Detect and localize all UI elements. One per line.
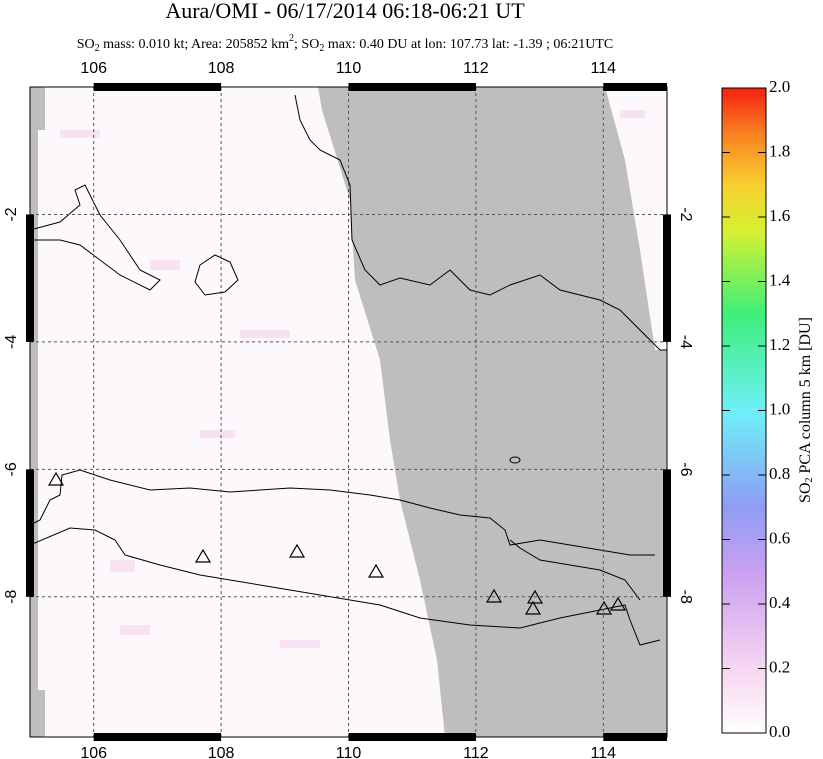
coastline: [509, 539, 641, 601]
x-tick-label: 112: [463, 60, 489, 77]
colorbar-tick-label: 1.8: [769, 141, 790, 160]
frame-bar: [26, 469, 34, 597]
text-part: max: 0.40 DU at lon: 107.73 lat: -1.39 ;…: [324, 37, 613, 52]
coastline: [294, 94, 667, 351]
y-tick-label: -6: [3, 462, 20, 476]
text-part: 2: [289, 33, 294, 44]
coastline: [30, 527, 661, 646]
y-tick-label: -6: [677, 462, 694, 476]
noise: [60, 110, 645, 648]
frame-bar: [26, 214, 34, 342]
colorbar-tick-label: 2.0: [769, 77, 790, 96]
text-part: PCA column 5 km [DU]: [797, 317, 814, 477]
text-part: 2: [95, 43, 100, 54]
frame-bar: [603, 83, 667, 91]
grid: [30, 87, 667, 737]
text-part: 2: [319, 43, 324, 54]
y-tick-label: -2: [3, 207, 20, 221]
x-tick-label: 112: [463, 745, 489, 759]
coastline: [30, 469, 655, 556]
x-tick-label: 106: [80, 745, 107, 759]
y-tick-label: -2: [677, 207, 694, 221]
x-tick-label: 110: [336, 60, 362, 77]
colorbar-label: SO2 PCA column 5 km [DU]: [797, 317, 816, 503]
colorbar-tick-label: 1.6: [769, 206, 790, 225]
x-tick-label: 110: [336, 745, 362, 759]
frame-bar: [663, 469, 671, 597]
text-part: mass: 0.010 kt; Area: 205852 km: [100, 37, 289, 52]
x-tick-label: 108: [208, 60, 235, 77]
colorbar-tick-label: 0.2: [769, 657, 790, 676]
colorbar-tick-label: 1.2: [769, 335, 790, 354]
frame-bar: [663, 214, 671, 342]
coastline: [194, 254, 239, 296]
colorbar-tick-label: 1.0: [769, 399, 790, 418]
volcanoes: [47, 471, 627, 615]
x-tick-label: 106: [80, 60, 107, 77]
text-part: SO: [77, 37, 95, 52]
frame-bar: [93, 83, 222, 91]
chart-title: Aura/OMI - 06/17/2014 06:18-06:21 UT: [165, 0, 525, 23]
frame-bar: [348, 733, 476, 741]
colorbar-tick-label: 0.6: [769, 528, 790, 547]
y-tick-label: -8: [3, 590, 20, 604]
y-tick-label: -4: [677, 335, 694, 349]
subtitle: SO2 mass: 0.010 kt; Area: 205852 km2; SO…: [77, 33, 614, 54]
frame-bar: [93, 733, 222, 741]
text-part: 2: [804, 478, 815, 483]
text-part: SO: [797, 483, 814, 503]
colorbar-tick-label: 0.4: [769, 593, 791, 612]
y-tick-label: -8: [677, 590, 694, 604]
colorbar-tick-label: 1.4: [769, 270, 791, 289]
x-tick-label: 114: [591, 60, 617, 77]
no-data: [318, 87, 667, 737]
frame-bar: [348, 83, 476, 91]
text-part: ; SO: [294, 37, 319, 52]
x-tick-label: 108: [208, 745, 235, 759]
coastline: [509, 456, 521, 464]
y-tick-label: -4: [3, 335, 20, 349]
colorbar-tick-label: 0.8: [769, 464, 790, 483]
x-tick-label: 114: [591, 745, 617, 759]
colorbar-tick-label: 0.0: [769, 722, 790, 741]
frame-bar: [603, 733, 667, 741]
coastline: [30, 184, 161, 291]
